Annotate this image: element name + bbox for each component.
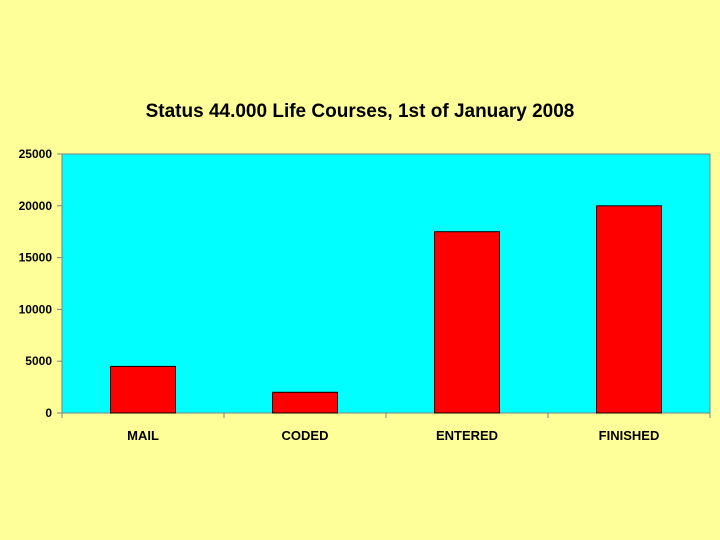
x-category-label: MAIL [127,428,159,443]
x-category-label: FINISHED [599,428,660,443]
y-axis: 0 5000 10000 15000 20000 25000 [19,147,62,420]
y-tick-label: 0 [45,406,52,420]
x-category-label: ENTERED [436,428,498,443]
y-tick-label: 15000 [19,251,53,265]
chart-title: Status 44.000 Life Courses, 1st of Janua… [146,101,575,122]
bar-finished [596,205,662,414]
x-category-label: CODED [282,428,329,443]
category-labels: MAIL CODED ENTERED FINISHED [127,428,659,443]
y-tick-label: 5000 [25,354,52,368]
bar-coded [272,391,338,414]
y-tick-label: 20000 [19,199,53,213]
bar-mail [110,365,176,414]
y-tick-label: 25000 [19,147,53,161]
x-axis [61,413,711,418]
bar-entered [434,231,500,414]
bar-series [110,205,662,414]
y-tick-label: 10000 [19,302,53,316]
